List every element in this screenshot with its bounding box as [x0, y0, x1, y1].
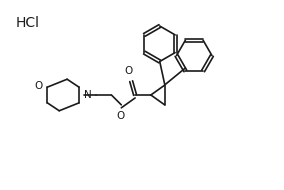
Text: O: O [116, 111, 124, 121]
Text: HCl: HCl [16, 16, 40, 30]
Text: N: N [84, 90, 92, 100]
Text: O: O [124, 66, 132, 76]
Text: O: O [34, 81, 43, 91]
